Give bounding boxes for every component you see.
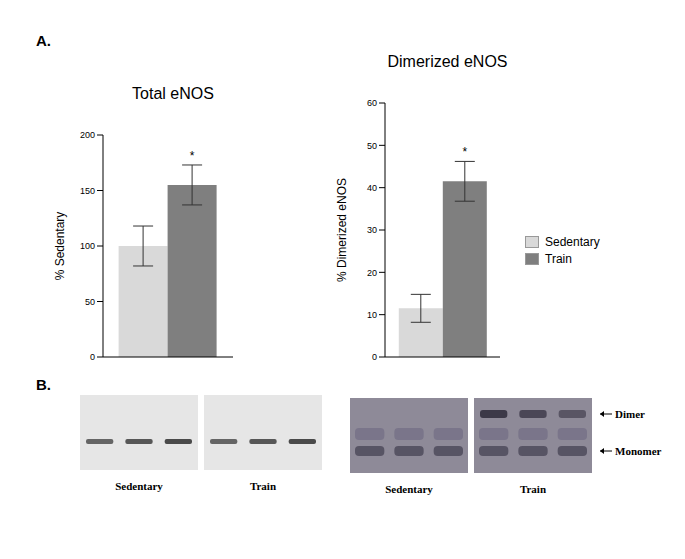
svg-text:Monomer: Monomer: [615, 445, 662, 457]
svg-text:0: 0: [372, 352, 377, 362]
svg-text:10: 10: [367, 310, 377, 320]
svg-text:Dimer: Dimer: [615, 408, 645, 420]
svg-text:*: *: [462, 145, 467, 159]
html-text:Total eNOS: Total eNOS: [132, 85, 214, 102]
svg-text:20: 20: [367, 268, 377, 278]
html-text:A.: A.: [36, 32, 51, 49]
svg-text:% Dimerized eNOS: % Dimerized eNOS: [335, 178, 349, 282]
html-text:Train: Train: [520, 483, 546, 495]
svg-text:% Sedentary: % Sedentary: [53, 212, 67, 281]
html-text:Sedentary: Sedentary: [115, 480, 163, 492]
svg-text:50: 50: [85, 297, 95, 307]
svg-text:40: 40: [367, 183, 377, 193]
html-text:Train: Train: [545, 251, 572, 266]
html-text:B.: B.: [36, 376, 51, 393]
svg-text:30: 30: [367, 225, 377, 235]
svg-text:200: 200: [80, 130, 95, 140]
html-text:Sedentary: Sedentary: [545, 234, 600, 249]
html-text:Train: Train: [250, 480, 276, 492]
svg-text:150: 150: [80, 186, 95, 196]
svg-text:100: 100: [80, 241, 95, 251]
svg-text:50: 50: [367, 141, 377, 151]
html-text:Dimerized eNOS: Dimerized eNOS: [387, 53, 508, 70]
svg-text:60: 60: [367, 98, 377, 108]
html-text:Sedentary: Sedentary: [385, 483, 433, 495]
svg-text:0: 0: [90, 352, 95, 362]
svg-text:*: *: [190, 149, 195, 163]
